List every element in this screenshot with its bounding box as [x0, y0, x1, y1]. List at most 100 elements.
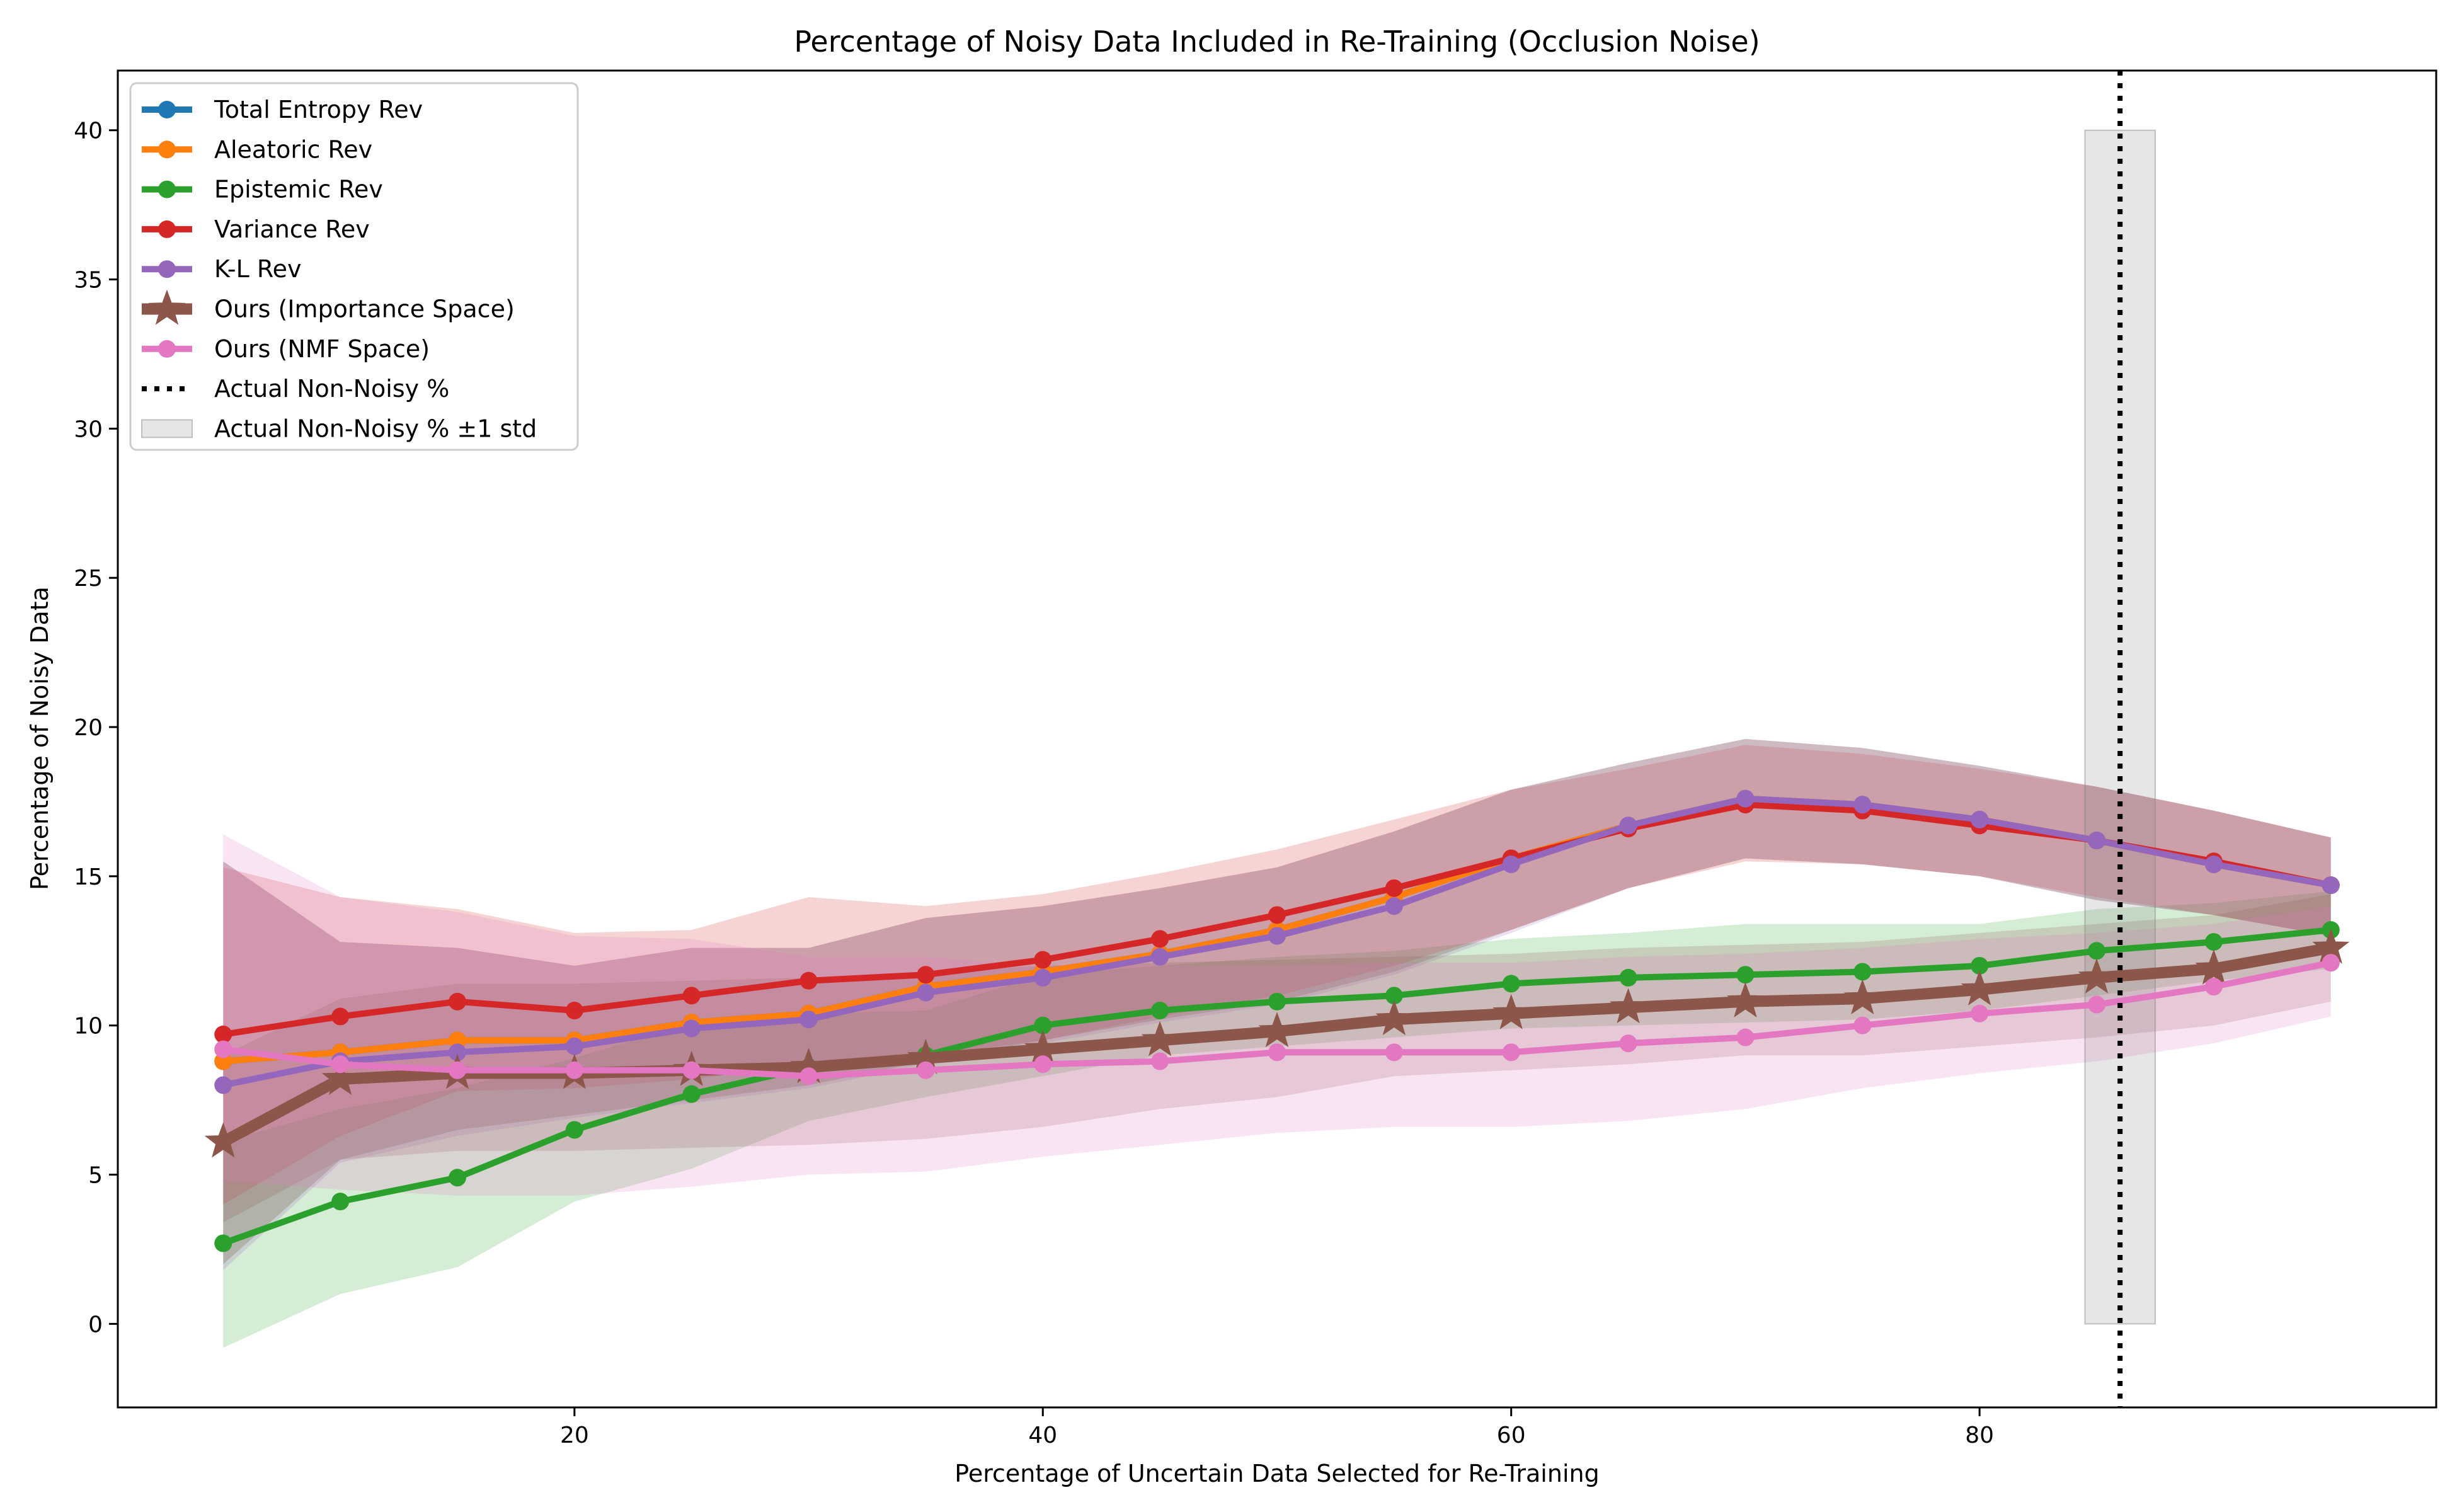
data-point: [1619, 968, 1637, 987]
data-point: [2195, 949, 2233, 985]
data-point: [1502, 855, 1520, 873]
data-point: [1258, 1012, 1296, 1048]
data-point: [682, 1085, 701, 1103]
legend-label: Actual Non-Noisy % ±1 std: [214, 415, 537, 442]
legend-item-variance-rev: Variance Rev: [142, 215, 370, 243]
legend-item-aleatoric-rev: Aleatoric Rev: [142, 135, 372, 163]
x-tick-label: 60: [1497, 1423, 1526, 1448]
data-point: [1141, 1021, 1179, 1057]
legend-label: Epistemic Rev: [214, 176, 383, 203]
chart-title: Percentage of Noisy Data Included in Re-…: [794, 25, 1760, 59]
data-point: [917, 1061, 935, 1079]
data-point: [448, 1169, 466, 1187]
data-point: [1268, 906, 1286, 924]
data-point: [1853, 796, 1872, 814]
data-point: [1385, 879, 1403, 897]
data-point: [1619, 816, 1637, 835]
data-point: [1736, 1028, 1755, 1046]
legend-marker: [158, 340, 176, 358]
data-point: [1385, 987, 1403, 1005]
data-point: [448, 992, 466, 1011]
series-lines: [204, 789, 2350, 1252]
legend-marker: [158, 180, 176, 198]
data-point: [1727, 982, 1764, 1017]
y-tick-label: 15: [74, 864, 103, 890]
data-point: [1034, 1016, 1052, 1034]
data-point: [1385, 897, 1403, 915]
data-point: [1971, 1004, 1989, 1022]
data-point: [1151, 1052, 1169, 1070]
legend-label: Actual Non-Noisy %: [214, 375, 449, 403]
data-point: [1843, 979, 1881, 1015]
legend-item-ours-importance-space: Ours (Importance Space): [142, 289, 515, 325]
data-point: [2204, 978, 2223, 996]
legend-label: Ours (NMF Space): [214, 335, 430, 363]
y-tick-label: 10: [74, 1014, 103, 1040]
legend-item-actual-non-noisy: Actual Non-Noisy %: [142, 375, 449, 403]
data-point: [1971, 956, 1989, 975]
y-axis-ticks: 0 5 10 15 20 25 30 35 40: [74, 118, 118, 1337]
plot-frame: [117, 69, 2437, 1409]
x-tick-label: 40: [1028, 1423, 1057, 1448]
x-axis-ticks: 20 40 60 80: [560, 1407, 1994, 1448]
legend-frame: [129, 82, 579, 451]
legend-label: Variance Rev: [214, 215, 370, 243]
data-point: [2204, 855, 2223, 873]
x-tick-label: 80: [1965, 1423, 1994, 1448]
data-point: [1151, 948, 1169, 966]
data-point: [331, 1193, 350, 1211]
legend-marker: [148, 289, 186, 325]
data-point: [448, 1061, 466, 1079]
data-point: [1034, 951, 1052, 969]
data-point: [682, 987, 701, 1005]
data-point: [2088, 832, 2106, 850]
legend-item-epistemic-rev: Epistemic Rev: [142, 176, 383, 203]
data-point: [214, 1234, 232, 1252]
data-point: [2078, 958, 2116, 994]
x-tick-label: 20: [560, 1423, 589, 1448]
data-point: [1736, 789, 1755, 808]
data-point: [917, 983, 935, 1002]
y-tick-label: 40: [74, 118, 103, 144]
x-axis-label: Percentage of Uncertain Data Selected fo…: [954, 1460, 1599, 1487]
legend-marker: [158, 220, 176, 238]
data-point: [917, 966, 935, 984]
legend-label: Total Entropy Rev: [214, 96, 423, 123]
data-point: [1853, 963, 1872, 981]
band-variance-rev: [223, 745, 2331, 1205]
legend-item-actual-non-noisy-1-std: Actual Non-Noisy % ±1 std: [141, 415, 537, 442]
legend: Total Entropy Rev Aleatoric Rev Epistemic …: [129, 82, 579, 451]
data-point: [1268, 1043, 1286, 1062]
data-point: [2088, 995, 2106, 1014]
series-k-l-rev: [214, 789, 2340, 1094]
data-point: [799, 1067, 818, 1085]
data-point: [1971, 810, 1989, 828]
data-point: [1268, 992, 1286, 1011]
data-point: [565, 1002, 583, 1020]
data-point: [682, 1061, 701, 1079]
data-point: [565, 1037, 583, 1055]
data-point: [331, 1007, 350, 1026]
data-point: [799, 1011, 818, 1029]
data-point: [1492, 994, 1530, 1029]
legend-marker: [158, 101, 176, 118]
data-point: [2322, 954, 2340, 972]
legend-item-total-entropy-rev: Total Entropy Rev: [142, 96, 423, 123]
legend-label: Ours (Importance Space): [214, 295, 515, 323]
y-tick-label: 0: [88, 1312, 103, 1337]
data-point: [214, 1025, 232, 1043]
data-point: [1853, 1016, 1872, 1034]
data-point: [214, 1076, 232, 1094]
data-point: [1151, 1002, 1169, 1020]
data-point: [2088, 942, 2106, 960]
data-point: [565, 1121, 583, 1139]
data-point: [1375, 1000, 1413, 1036]
data-point: [331, 1055, 350, 1074]
legend-label: Aleatoric Rev: [214, 135, 372, 163]
y-tick-label: 30: [74, 416, 103, 442]
data-point: [1736, 966, 1755, 984]
data-point: [2322, 876, 2340, 895]
data-point: [1610, 988, 1647, 1024]
data-point: [1268, 927, 1286, 945]
